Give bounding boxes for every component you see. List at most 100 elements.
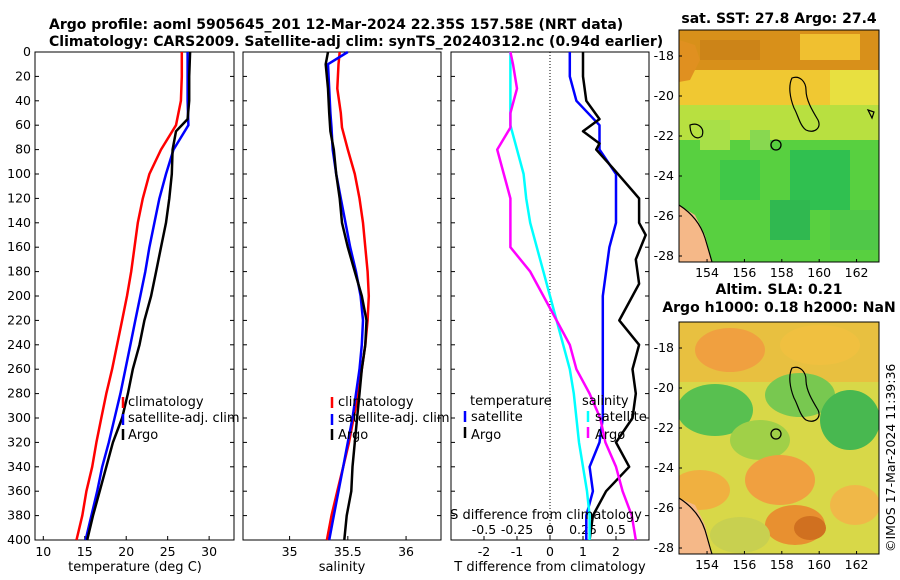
difference-panel: -2 -1 0 1 2-0.5 -0.25 0 0.25 0.5 T difference fr… <box>450 51 650 575</box>
y-tick-label: 100 <box>7 166 31 181</box>
x-tick-label: 35 <box>282 544 298 559</box>
map-y-tick-label: -22 <box>654 128 674 143</box>
y-tick-label: 160 <box>7 239 31 254</box>
y-tick-label: 80 <box>15 142 31 157</box>
sla-map-coastline <box>679 366 820 554</box>
map-y-tick-label: -20 <box>654 88 674 103</box>
map-y-tick-label: -24 <box>654 168 674 183</box>
temperature-panel: 10 15 20 25 30020406080100120140160180200220… <box>7 44 239 575</box>
y-tick-label: 320 <box>7 434 31 449</box>
series-climatology <box>75 52 184 541</box>
y-tick-label: 400 <box>7 532 31 547</box>
salinity-panel: 35 35.5 36 salinity climatology satellite-… <box>242 50 450 575</box>
map-x-tick-label: 154 <box>695 557 719 572</box>
map-x-tick-label: 154 <box>695 265 719 280</box>
legend-argo: Argo <box>128 428 158 443</box>
y-tick-label: 0 <box>23 44 31 59</box>
series-salinity-satellite <box>509 52 591 540</box>
x-tick-label: 25 <box>160 544 176 559</box>
s-tick-label: 0.5 <box>606 522 626 537</box>
x-tick-label: 0 <box>546 544 554 559</box>
sst-map-coastline <box>679 76 875 262</box>
map-x-tick-label: 156 <box>732 557 756 572</box>
map-x-tick-label: 160 <box>807 557 831 572</box>
y-tick-label: 280 <box>7 386 31 401</box>
x-tick-label: -2 <box>478 544 490 559</box>
x-tick-label: 1 <box>579 544 587 559</box>
legend-argo: Argo <box>338 428 368 443</box>
y-tick-label: 240 <box>7 337 31 352</box>
x-tick-label: 20 <box>118 544 134 559</box>
temperature-axes-box <box>34 51 235 541</box>
y-tick-label: 260 <box>7 361 31 376</box>
map-y-tick-label: -26 <box>654 208 674 223</box>
sla-map-title2: Argo h1000: 0.18 h2000: NaN <box>662 300 895 316</box>
legend-title-temperature: temperature <box>470 394 552 409</box>
legend-climatology: climatology <box>128 395 204 410</box>
map-y-tick-label: -18 <box>654 48 674 63</box>
sla-argo-marker <box>770 428 782 440</box>
x-tick-label: 30 <box>201 544 217 559</box>
legend-s-satellite: satellite <box>595 410 647 425</box>
sst-map-title: sat. SST: 27.8 Argo: 27.4 <box>681 11 877 27</box>
legend-climatology: climatology <box>338 395 414 410</box>
salinity-axes-box <box>242 51 442 541</box>
y-tick-label: 40 <box>15 93 31 108</box>
y-tick-label: 20 <box>15 68 31 83</box>
temperature-xlabel: temperature (deg C) <box>68 560 202 575</box>
legend-satellite: satellite-adj. clim <box>338 411 450 426</box>
series-argo <box>324 51 368 541</box>
s-tick-label: -0.5 <box>472 522 496 537</box>
y-tick-label: 300 <box>7 410 31 425</box>
x-tick-label: 2 <box>612 544 620 559</box>
sst-map-panel: sat. SST: 27.8 Argo: 27.4 <box>654 11 880 280</box>
x-tick-label: 36 <box>398 544 414 559</box>
y-tick-label: 60 <box>15 117 31 132</box>
y-tick-label: 140 <box>7 215 31 230</box>
series-temperature-argo <box>581 52 647 541</box>
sst-map-frame <box>678 29 880 263</box>
imos-credit: ©IMOS 17-Mar-2024 11:39:36 <box>883 364 898 552</box>
y-tick-label: 120 <box>7 190 31 205</box>
sst-argo-marker <box>770 139 782 151</box>
map-y-tick-label: -22 <box>654 420 674 435</box>
map-x-tick-label: 162 <box>845 557 869 572</box>
figure-title-line2: Climatology: CARS2009. Satellite-adj cli… <box>49 34 663 50</box>
y-tick-label: 220 <box>7 312 31 327</box>
x-tick-label: 35.5 <box>334 544 362 559</box>
sla-map-image <box>679 322 879 554</box>
series-argo <box>85 51 192 541</box>
map-x-tick-label: 158 <box>770 265 794 280</box>
sst-map-image <box>679 30 879 262</box>
x-tick-label: 10 <box>35 544 51 559</box>
salinity-xlabel: salinity <box>319 560 366 575</box>
map-y-tick-label: -24 <box>654 460 674 475</box>
y-tick-label: 360 <box>7 483 31 498</box>
figure-title-line1: Argo profile: aoml 5905645_201 12-Mar-20… <box>49 17 623 33</box>
map-y-tick-label: -26 <box>654 500 674 515</box>
map-x-tick-label: 156 <box>732 265 756 280</box>
y-tick-label: 200 <box>7 288 31 303</box>
series-temperature-satellite <box>568 52 618 540</box>
s-tick-label: 0 <box>546 522 554 537</box>
t-difference-xlabel: T difference from climatology <box>453 560 646 575</box>
map-y-tick-label: -20 <box>654 380 674 395</box>
s-tick-label: -0.25 <box>501 522 533 537</box>
sla-map-frame <box>678 321 880 555</box>
x-tick-label: -1 <box>511 544 523 559</box>
salinity-legend: climatology satellite-adj. clim Argo <box>330 395 450 443</box>
y-tick-label: 180 <box>7 264 31 279</box>
series-satellite-adj-clim <box>84 52 190 541</box>
legend-t-argo: Argo <box>471 428 501 443</box>
legend-t-satellite: satellite <box>471 410 523 425</box>
x-tick-label: 15 <box>77 544 93 559</box>
map-x-tick-label: 162 <box>845 265 869 280</box>
temperature-legend: climatology satellite-adj. clim Argo <box>121 395 240 443</box>
legend-satellite: satellite-adj. clim <box>128 411 240 426</box>
s-difference-label: S difference from climatology <box>450 508 642 523</box>
map-y-tick-label: -28 <box>654 248 674 263</box>
sla-map-title: Altim. SLA: 0.21 <box>715 282 842 298</box>
y-tick-label: 380 <box>7 508 31 523</box>
y-tick-label: 340 <box>7 459 31 474</box>
